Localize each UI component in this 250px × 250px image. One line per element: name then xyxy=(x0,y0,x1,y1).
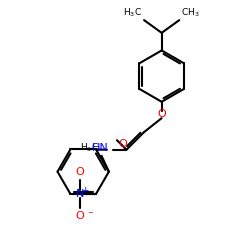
Text: HN: HN xyxy=(92,143,109,153)
Text: H$_3$C: H$_3$C xyxy=(123,6,142,19)
Text: O: O xyxy=(76,210,84,220)
Text: O: O xyxy=(157,110,166,120)
Text: +: + xyxy=(81,186,88,194)
Text: H$_3$C: H$_3$C xyxy=(80,141,99,154)
Text: $^-$: $^-$ xyxy=(86,210,94,220)
Text: O: O xyxy=(76,167,84,177)
Text: CH$_3$: CH$_3$ xyxy=(181,6,200,19)
Text: O: O xyxy=(118,139,127,149)
Text: N: N xyxy=(76,189,84,199)
